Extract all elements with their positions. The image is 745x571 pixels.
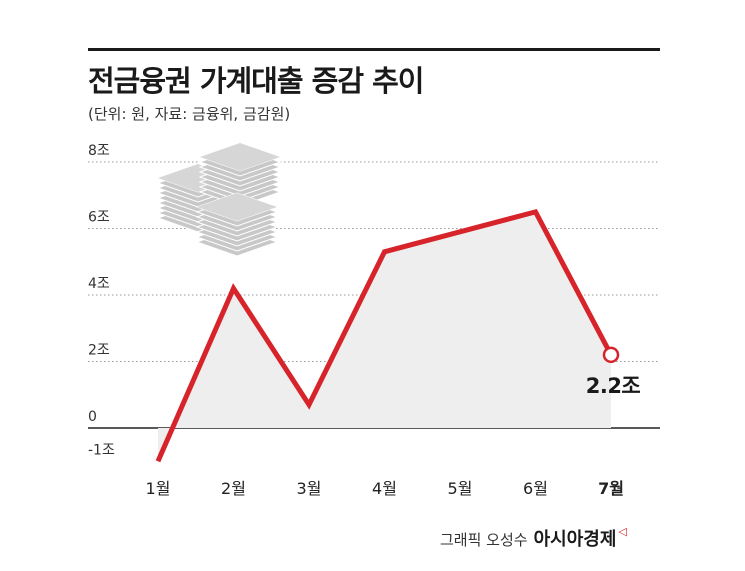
x-tick-label: 4월 bbox=[372, 479, 397, 498]
y-tick-label: 4조 bbox=[88, 276, 110, 292]
money-stack-icon bbox=[156, 142, 282, 257]
x-tick-label: 6월 bbox=[523, 479, 548, 498]
x-tick-label: 3월 bbox=[297, 479, 322, 498]
brand-name: 아시아경제 bbox=[533, 529, 617, 550]
chart-title: 전금융권 가계대출 증감 추이 bbox=[88, 64, 424, 98]
x-tick-label: 5월 bbox=[448, 479, 473, 498]
credit-text: 그래픽 오성수 bbox=[440, 531, 528, 549]
brand-mark-icon: ◁ bbox=[618, 525, 627, 538]
data-point-marker bbox=[602, 346, 620, 364]
y-tick-label: -1조 bbox=[88, 442, 115, 458]
area-fill bbox=[158, 211, 611, 462]
annotations: 2.2조 bbox=[586, 374, 641, 398]
y-tick-label: 6조 bbox=[88, 210, 110, 226]
chart-subtitle: (단위: 원, 자료: 금융위, 금감원) bbox=[88, 105, 291, 123]
top-rule bbox=[88, 48, 660, 51]
y-tick-label: 0 bbox=[88, 409, 97, 425]
x-axis-labels: 1월 2월 3월 4월 5월 6월 7월 bbox=[146, 479, 624, 498]
x-tick-label: 2월 bbox=[221, 479, 246, 498]
area-fill-shape bbox=[158, 211, 611, 462]
money-bill-top bbox=[200, 143, 280, 171]
money-bill-top bbox=[197, 193, 277, 221]
credit-line: 그래픽 오성수 아시아경제 ◁ bbox=[440, 525, 627, 551]
y-tick-label: 2조 bbox=[88, 343, 110, 359]
y-axis-ticks: 8조 6조 4조 2조 0 -1조 bbox=[88, 143, 115, 458]
data-label: 2.2조 bbox=[586, 374, 641, 398]
x-tick-label: 7월 bbox=[598, 479, 624, 498]
x-tick-label: 1월 bbox=[146, 479, 171, 498]
series-line bbox=[155, 208, 620, 463]
y-tick-label: 8조 bbox=[88, 143, 110, 159]
